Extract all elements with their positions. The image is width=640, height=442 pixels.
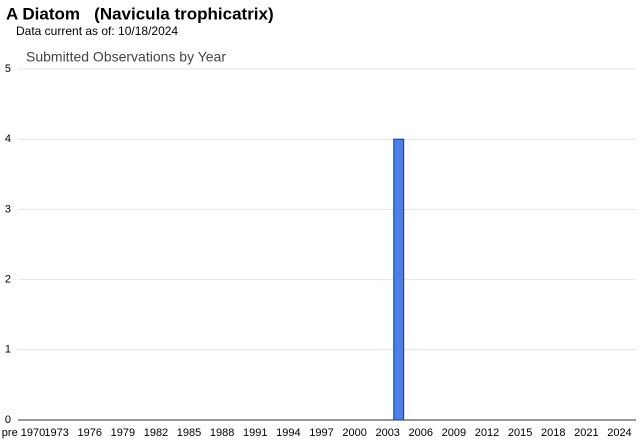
x-tick-label: pre 1970 [2,427,45,439]
y-tick-label: 4 [5,133,11,145]
x-tick-label: 2018 [541,427,565,439]
x-tick-label: 1997 [309,427,333,439]
page-title: A Diatom (Navicula trophicatrix) [6,4,274,23]
x-tick-label: 2003 [375,427,399,439]
y-tick-label: 0 [5,414,11,426]
subtitle: Data current as of: 10/18/2024 [16,24,178,38]
x-tick-label: 2006 [409,427,433,439]
x-tick-label: 2015 [508,427,532,439]
x-tick-label: 1994 [276,427,300,439]
x-tick-label: 2009 [442,427,466,439]
x-tick-label: 1979 [111,427,135,439]
x-tick-label: 2024 [607,427,631,439]
x-tick-label: 1985 [177,427,201,439]
y-tick-label: 1 [5,344,11,356]
x-tick-label: 1982 [144,427,168,439]
x-tick-label: 1973 [44,427,68,439]
x-tick-label: 2012 [475,427,499,439]
x-tick-label: 1976 [77,427,101,439]
x-tick-label: 1988 [210,427,234,439]
x-tick-label: 2021 [574,427,598,439]
y-tick-label: 3 [5,203,11,215]
y-tick-label: 2 [5,274,11,286]
chart-title: Submitted Observations by Year [26,49,226,65]
bar [393,138,405,421]
y-tick-label: 5 [5,63,11,75]
x-tick-label: 1991 [243,427,267,439]
x-tick-label: 2000 [342,427,366,439]
